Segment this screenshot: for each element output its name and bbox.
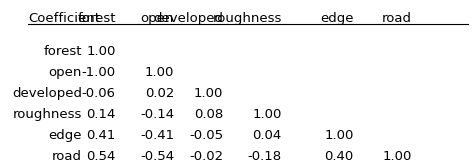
Text: -0.41: -0.41 (140, 129, 174, 142)
Text: 0.54: 0.54 (86, 150, 116, 163)
Text: 1.00: 1.00 (324, 129, 354, 142)
Text: roughness: roughness (13, 108, 82, 121)
Text: -0.02: -0.02 (189, 150, 223, 163)
Text: Coefficient: Coefficient (28, 12, 100, 25)
Text: road: road (382, 12, 412, 25)
Text: developed: developed (154, 12, 223, 25)
Text: forest: forest (77, 12, 116, 25)
Text: -0.05: -0.05 (189, 129, 223, 142)
Text: 1.00: 1.00 (145, 66, 174, 79)
Text: 0.04: 0.04 (253, 129, 282, 142)
Text: -0.06: -0.06 (82, 87, 116, 100)
Text: 0.08: 0.08 (194, 108, 223, 121)
Text: 0.40: 0.40 (324, 150, 354, 163)
Text: forest: forest (44, 45, 82, 58)
Text: 1.00: 1.00 (253, 108, 282, 121)
Text: edge: edge (48, 129, 82, 142)
Text: open: open (141, 12, 174, 25)
Text: 0.02: 0.02 (145, 87, 174, 100)
Text: 1.00: 1.00 (383, 150, 412, 163)
Text: -0.14: -0.14 (140, 108, 174, 121)
Text: -0.18: -0.18 (248, 150, 282, 163)
Text: developed: developed (12, 87, 82, 100)
Text: roughness: roughness (212, 12, 282, 25)
Text: 0.41: 0.41 (86, 129, 116, 142)
Text: 1.00: 1.00 (194, 87, 223, 100)
Text: road: road (52, 150, 82, 163)
Text: edge: edge (320, 12, 354, 25)
Text: open: open (49, 66, 82, 79)
Text: 1.00: 1.00 (86, 45, 116, 58)
Text: 0.14: 0.14 (86, 108, 116, 121)
Text: -1.00: -1.00 (82, 66, 116, 79)
Text: -0.54: -0.54 (140, 150, 174, 163)
